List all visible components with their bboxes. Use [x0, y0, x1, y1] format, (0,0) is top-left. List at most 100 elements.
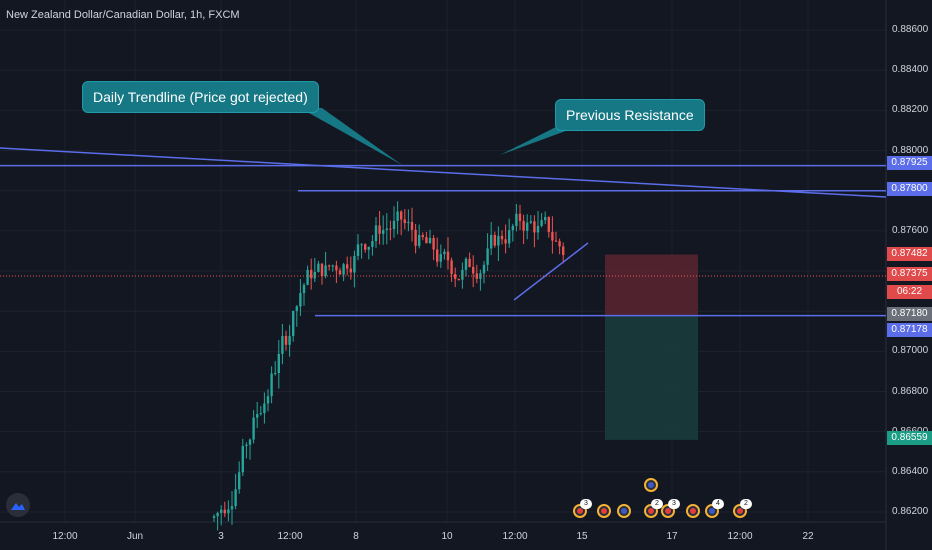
candle-body	[227, 509, 230, 514]
candle-body	[299, 293, 302, 307]
economic-event-icon[interactable]: 3	[573, 499, 592, 518]
candle-body	[288, 335, 291, 345]
economic-event-icon[interactable]	[686, 504, 700, 518]
candle-body	[500, 235, 504, 240]
candle-body	[331, 265, 334, 267]
time-tick-label: 8	[353, 531, 359, 542]
price-tick-label: 0.87600	[892, 224, 929, 236]
candle-body	[378, 225, 381, 234]
daily-trendline	[0, 147, 887, 198]
take-profit-zone	[605, 315, 698, 440]
tradingview-logo[interactable]	[6, 493, 30, 517]
candle-body	[439, 254, 442, 262]
candle-body	[407, 221, 410, 224]
candle-body	[295, 306, 298, 311]
candle-body	[497, 235, 500, 246]
candle-body	[389, 228, 392, 230]
candle-body	[281, 335, 284, 354]
candle-body	[443, 251, 446, 255]
price-tick-label: 0.86400	[892, 465, 929, 477]
economic-event-icon[interactable]: 3	[661, 499, 680, 518]
country-flag-icon	[665, 508, 671, 514]
country-flag-icon	[648, 508, 654, 514]
candle-body	[349, 268, 352, 273]
candle-body	[241, 445, 244, 473]
candle-body	[392, 220, 396, 230]
symbol-title: New Zealand Dollar/Canadian Dollar, 1h, …	[6, 9, 240, 21]
candle-body	[385, 228, 388, 231]
time-tick-label: 12:00	[52, 531, 78, 542]
economic-event-icon[interactable]: 2	[644, 499, 663, 518]
resistance-callout[interactable]: Previous Resistance	[555, 99, 705, 131]
economic-event-icon[interactable]	[597, 504, 611, 518]
candle-body	[533, 221, 536, 233]
candle-body	[320, 263, 324, 276]
candle-body	[306, 269, 309, 285]
candle-body	[515, 213, 518, 226]
candle-body	[338, 270, 342, 275]
candle-body	[252, 417, 255, 440]
candle-body	[223, 509, 226, 514]
price-tick-label: 0.88200	[892, 104, 929, 116]
candle-body	[356, 244, 360, 256]
price-tag: 0.87800	[887, 182, 932, 196]
economic-event-icon[interactable]	[644, 478, 658, 492]
candle-body	[493, 234, 496, 246]
country-flag-icon	[709, 508, 715, 514]
candle-body	[490, 234, 493, 249]
candle-body	[216, 512, 219, 517]
candle-body	[551, 231, 554, 241]
price-tag: 0.87180	[887, 307, 932, 321]
economic-event-icon[interactable]	[617, 504, 631, 518]
candle-body	[562, 246, 565, 255]
candle-body	[428, 237, 432, 244]
economic-event-icon[interactable]: 4	[705, 499, 724, 518]
candle-body	[436, 249, 439, 262]
resistance-callout-pointer	[500, 125, 582, 155]
time-tick-label: Jun	[126, 531, 144, 542]
event-count-badge: 3	[668, 499, 680, 509]
candle-body	[328, 265, 331, 267]
trendline-callout[interactable]: Daily Trendline (Price got rejected)	[82, 81, 319, 113]
resistance-callout-label: Previous Resistance	[566, 107, 694, 123]
trendline-callout-label: Daily Trendline (Price got rejected)	[93, 89, 308, 105]
candle-body	[508, 230, 511, 244]
price-tag: 0.87482	[887, 247, 932, 261]
candle-body	[482, 264, 486, 274]
price-tick-label: 0.88600	[892, 24, 929, 36]
candle-body	[418, 235, 421, 246]
time-tick-label: 10	[441, 531, 453, 542]
price-tick-label: 0.87000	[892, 345, 929, 357]
time-tick-label: 15	[576, 531, 588, 542]
candle-body	[335, 265, 338, 271]
candle-body	[284, 335, 288, 345]
candle-body	[238, 472, 241, 490]
price-tick-label: 0.88400	[892, 64, 929, 76]
country-flag-icon	[690, 508, 696, 514]
candle-body	[450, 260, 453, 275]
event-count-badge: 4	[712, 499, 724, 509]
candle-body	[464, 258, 468, 270]
candle-body	[292, 310, 295, 336]
country-flag-icon	[648, 482, 654, 488]
candle-body	[353, 255, 356, 273]
time-tick-label: 12:00	[277, 531, 303, 542]
candle-body	[547, 217, 550, 232]
rising-trendline	[513, 242, 589, 301]
price-tag: 0.87925	[887, 156, 932, 170]
event-count-badge: 2	[740, 499, 752, 509]
candle-body	[454, 274, 457, 279]
country-flag-icon	[737, 508, 743, 514]
candle-body	[256, 414, 259, 418]
candle-body	[374, 225, 378, 242]
country-flag-icon	[621, 508, 627, 514]
trendline-callout-pointer	[300, 108, 402, 165]
economic-event-icon[interactable]: 2	[733, 499, 752, 518]
candle-body	[396, 211, 399, 221]
candle-body	[324, 265, 327, 276]
event-count-badge: 2	[651, 499, 663, 509]
candle-body	[486, 248, 489, 265]
candle-body	[536, 225, 540, 233]
